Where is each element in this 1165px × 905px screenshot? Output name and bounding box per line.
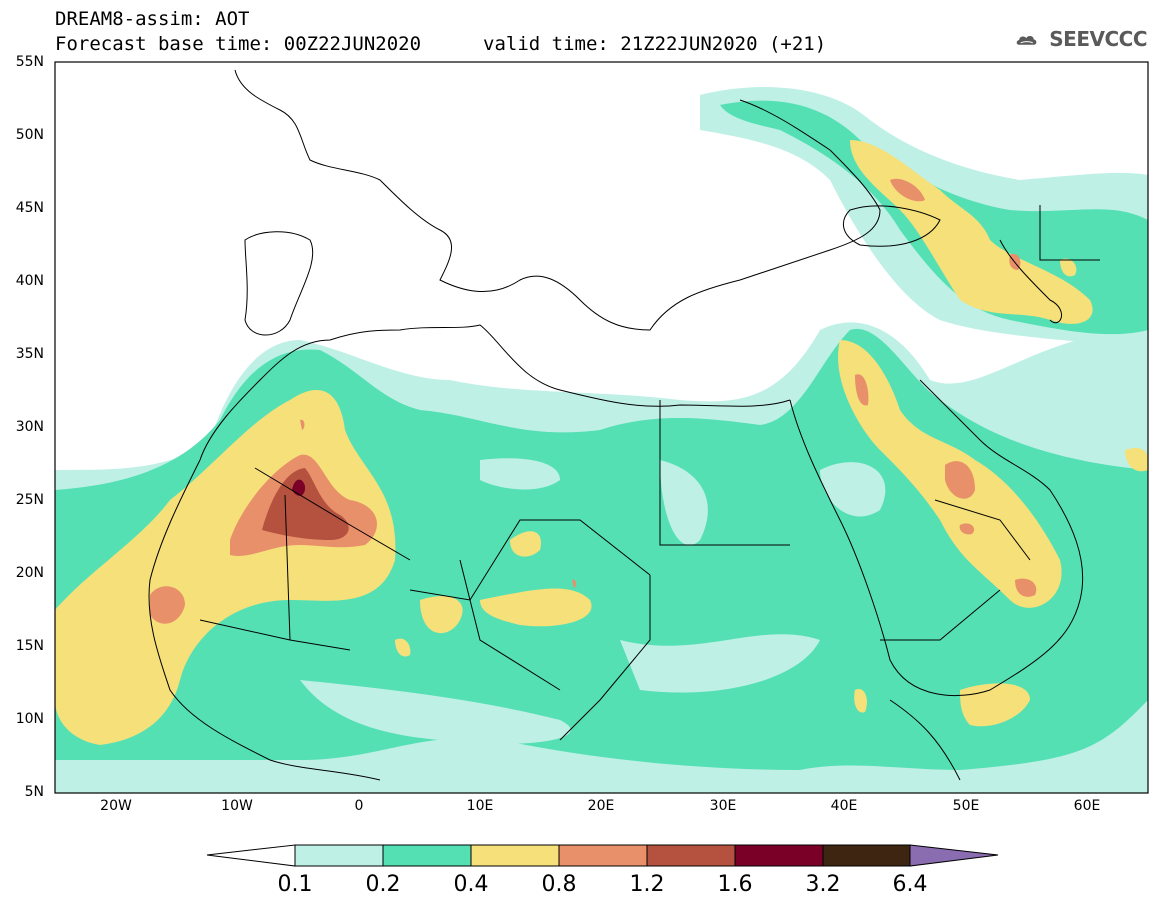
lat-label: 55N <box>15 54 44 70</box>
lat-label: 50N <box>15 127 44 143</box>
lat-label: 35N <box>15 346 44 362</box>
lon-label: 0 <box>354 798 364 814</box>
colorbar-label: 1.2 <box>629 872 665 897</box>
forecast-base-time: Forecast base time: 00Z22JUN2020 <box>55 33 422 55</box>
aot-band-1.2 <box>262 468 349 540</box>
lon-label: 20E <box>587 798 615 814</box>
cloud-icon <box>1016 35 1037 45</box>
lat-label: 15N <box>15 638 44 654</box>
lat-label: 40N <box>15 273 44 289</box>
colorbar-label: 0.4 <box>453 872 489 897</box>
colorbar-label: 0.2 <box>365 872 401 897</box>
colorbar-label: 1.6 <box>717 872 753 897</box>
coastlines <box>148 69 1100 781</box>
colorbar-label: 0.8 <box>541 872 577 897</box>
lon-label: 40E <box>830 798 858 814</box>
lon-label: 10W <box>221 798 253 814</box>
colorbar <box>206 844 999 867</box>
lon-label: 60E <box>1073 798 1101 814</box>
valid-time: valid time: 21Z22JUN2020 (+21) <box>483 33 827 55</box>
lon-label: 20W <box>100 798 132 814</box>
lon-label: 30E <box>709 798 737 814</box>
colorbar-label: 0.1 <box>277 872 313 897</box>
lat-label: 5N <box>24 784 44 800</box>
colorbar-label: 3.2 <box>805 872 841 897</box>
logo-text: SEEVCCC <box>1049 27 1147 51</box>
aot-holes <box>300 458 886 744</box>
lon-label: 50E <box>952 798 980 814</box>
lat-label: 25N <box>15 492 44 508</box>
map-title: DREAM8-assim: AOT <box>55 8 250 30</box>
lat-label: 30N <box>15 419 44 435</box>
lat-label: 20N <box>15 565 44 581</box>
lat-label: 45N <box>15 200 44 216</box>
colorbar-label: 6.4 <box>892 872 928 897</box>
lat-label: 10N <box>15 711 44 727</box>
lon-label: 10E <box>466 798 494 814</box>
